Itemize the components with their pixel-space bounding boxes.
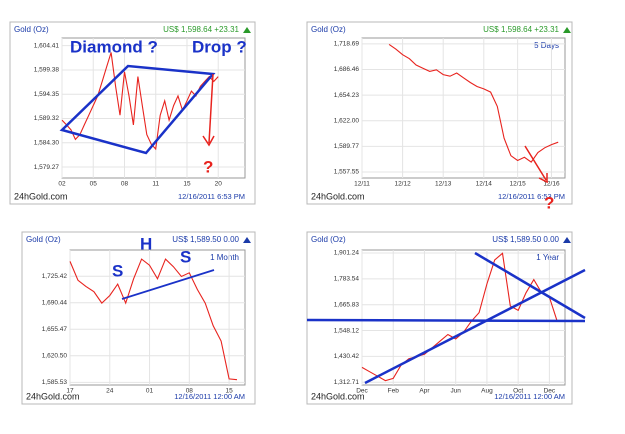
annotation: S [180,247,191,266]
y-tick-label: 1,548.12 [334,327,360,334]
downtrend-line [474,251,586,320]
annotation: S [112,261,123,280]
y-tick-label: 1,901.24 [334,250,360,257]
y-tick-label: 1,654.23 [334,92,360,99]
plot-area [61,37,246,179]
x-tick-label: 08 [186,388,194,395]
x-tick-label: 02 [58,181,66,188]
period-label: 1 Month [210,253,239,262]
x-tick-label: 01 [146,388,154,395]
source: 24hGold.com [311,391,365,401]
chart-title: Gold (Oz) [311,235,346,244]
chart-title: Gold (Oz) [14,25,49,34]
period-label: 5 Days [534,41,559,50]
price: US$ 1,589.50 0.00 [172,235,239,244]
x-tick-label: 24 [106,388,114,395]
drop-arrow [524,145,548,184]
y-tick-label: 1,690.44 [42,299,68,306]
y-tick-label: 1,686.46 [334,66,360,73]
timestamp: 12/16/2011 12:00 AM [174,392,245,401]
chart-title: Gold (Oz) [26,235,61,244]
price-arrow [243,27,251,33]
x-tick-label: Apr [419,388,430,395]
x-tick-label: 17 [66,388,74,395]
drop-arrow [202,73,215,147]
support-line [306,318,586,323]
x-tick-label: 20 [215,181,223,188]
annotation: Diamond ? [70,37,158,56]
x-tick-label: 05 [90,181,98,188]
x-tick-label: 12/15 [509,181,526,188]
source: 24hGold.com [311,191,365,201]
y-tick-label: 1,579.27 [34,164,60,171]
x-tick-label: 15 [225,388,233,395]
x-tick-label: 12/14 [476,181,493,188]
y-tick-label: 1,312.71 [334,379,360,386]
source: 24hGold.com [14,191,68,201]
y-tick-label: 1,585.53 [42,379,68,386]
y-tick-label: 1,725.42 [42,273,68,280]
timestamp: 12/16/2011 12:00 AM [494,392,565,401]
annotation: Drop ? [192,37,247,56]
x-tick-label: 08 [121,181,129,188]
x-tick-label: Oct [513,388,523,395]
price-line [61,52,219,151]
chart-title: Gold (Oz) [311,25,346,34]
x-tick-label: Dec [356,388,368,395]
annotation: ? [544,193,554,212]
y-tick-label: 1,622.00 [334,117,360,124]
y-tick-label: 1,718.69 [334,41,360,48]
x-tick-label: Dec [544,388,556,395]
y-tick-label: 1,599.38 [34,67,60,74]
x-tick-label: 12/13 [435,181,452,188]
y-tick-label: 1,655.47 [42,326,68,333]
x-tick-label: Feb [388,388,400,395]
price: US$ 1,589.50 0.00 [492,235,559,244]
y-tick-label: 1,594.35 [34,91,60,98]
timestamp: 12/16/2011 6:53 PM [498,192,565,201]
y-tick-label: 1,589.32 [34,115,60,122]
y-tick-label: 1,589.77 [334,143,360,150]
uptrend-line [364,268,586,385]
price-arrow [563,237,571,243]
price-arrow [243,237,251,243]
neckline [121,269,215,300]
plot-area [69,249,246,386]
x-tick-label: 12/16 [543,181,560,188]
source: 24hGold.com [26,391,80,401]
price: US$ 1,598.64 +23.31 [163,25,239,34]
timestamp: 12/16/2011 6:53 PM [178,192,245,201]
x-tick-label: Jun [450,388,461,395]
plot-area [361,249,566,386]
y-tick-label: 1,620.50 [42,353,68,360]
price-line [69,258,238,381]
x-tick-label: 11 [152,181,159,188]
y-tick-label: 1,584.30 [34,139,60,146]
y-tick-label: 1,665.83 [334,301,360,308]
annotation: H [140,234,152,253]
y-tick-label: 1,604.41 [34,42,60,49]
price-arrow [563,27,571,33]
x-tick-label: 12/11 [354,181,370,188]
y-tick-label: 1,783.54 [334,276,360,283]
x-tick-label: 15 [183,181,191,188]
x-tick-label: Aug [481,388,493,395]
y-tick-label: 1,430.42 [334,353,360,360]
price-line [388,43,559,163]
annotation: ? [203,157,213,176]
price: US$ 1,598.64 +23.31 [483,25,559,34]
period-label: 1 Year [536,253,559,262]
x-tick-label: 12/12 [394,181,411,188]
y-tick-label: 1,557.55 [334,169,360,176]
